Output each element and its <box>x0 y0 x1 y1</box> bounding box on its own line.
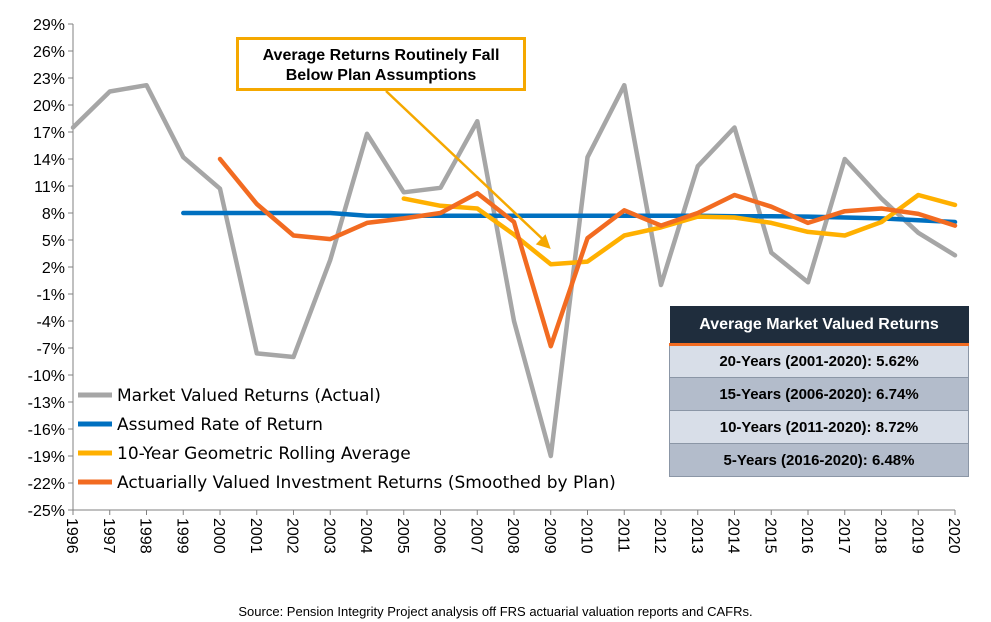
x-tick-label: 2010 <box>578 518 595 554</box>
x-tick-label: 1996 <box>63 518 80 554</box>
x-axis-ticks: 1996 1997 1998 1999 2000 2001 2002 2003 2004 2005… <box>63 510 962 554</box>
table-row: 5-Years (2016-2020): 6.48% <box>669 443 969 477</box>
table-row-15-years: 15-Years (2006-2020): 6.74% <box>669 377 969 411</box>
y-tick-label: -22% <box>28 476 65 493</box>
table-row-10-years: 10-Years (2011-2020): 8.72% <box>669 410 969 444</box>
x-tick-label: 2004 <box>357 518 374 554</box>
x-tick-label: 2008 <box>504 518 521 554</box>
y-tick-label: 11% <box>34 179 65 196</box>
y-tick-label: 2% <box>42 260 65 277</box>
x-tick-label: 2006 <box>431 518 448 554</box>
table-row-5-years: 5-Years (2016-2020): 6.48% <box>669 443 969 477</box>
legend-label: Assumed Rate of Return <box>117 415 323 435</box>
annotation-line-1: Average Returns Routinely Fall <box>262 47 500 64</box>
x-tick-label: 2019 <box>908 518 925 554</box>
source-note: Source: Pension Integrity Project analys… <box>238 604 753 619</box>
legend-label: 10-Year Geometric Rolling Average <box>117 444 411 464</box>
x-tick-label: 2005 <box>394 518 411 554</box>
x-tick-label: 2009 <box>541 518 558 554</box>
y-tick-label: 5% <box>42 233 65 250</box>
annotation-line-2: Below Plan Assumptions <box>285 67 477 84</box>
annotation-callout: Average Returns Routinely Fall Below Pla… <box>236 37 526 91</box>
y-tick-label: 17% <box>33 125 65 142</box>
table-row-20-years: 20-Years (2001-2020): 5.62% <box>669 344 969 378</box>
x-tick-label: 2020 <box>945 518 962 554</box>
y-tick-label: -19% <box>28 449 65 466</box>
chart-legend: Market Valued Returns (Actual) Assumed Ra… <box>78 386 616 493</box>
average-returns-table: Average Market Valued Returns 20-Years (… <box>669 306 969 477</box>
series-line-2 <box>401 192 958 267</box>
y-tick-label: -10% <box>28 368 65 385</box>
series-line-3 <box>217 156 958 349</box>
y-tick-label: 14% <box>33 152 65 169</box>
y-tick-label: -25% <box>28 503 65 520</box>
y-tick-label: -16% <box>28 422 65 439</box>
x-tick-label: 2014 <box>725 518 742 554</box>
x-tick-label: 2001 <box>247 518 264 554</box>
x-tick-label: 2003 <box>320 518 337 554</box>
table-row: 15-Years (2006-2020): 6.74% <box>669 377 969 411</box>
legend-label: Actuarially Valued Investment Returns (S… <box>117 473 616 493</box>
y-tick-label: 26% <box>33 44 65 61</box>
y-axis-ticks: 29% 26% 23% 20% 17% 14% 11% 8% 5% 2% -1% -4% -7% -10%… <box>28 17 73 520</box>
x-tick-label: 2007 <box>467 518 484 554</box>
series-line-0 <box>70 82 958 459</box>
x-tick-label: 2012 <box>651 518 668 554</box>
y-tick-label: 29% <box>33 17 65 34</box>
x-tick-label: 2013 <box>688 518 705 554</box>
x-tick-label: 2015 <box>761 518 778 554</box>
y-tick-label: 23% <box>33 71 65 88</box>
y-tick-label: -13% <box>28 395 65 412</box>
table-row: 10-Years (2011-2020): 8.72% <box>669 410 969 444</box>
y-tick-label: 20% <box>33 98 65 115</box>
x-tick-label: 2000 <box>210 518 227 554</box>
annotation-arrow-line <box>385 90 548 244</box>
x-tick-label: 1999 <box>173 518 190 554</box>
y-tick-label: -1% <box>37 287 65 304</box>
x-tick-label: 2011 <box>614 518 631 553</box>
chart-series <box>70 82 958 459</box>
annotation-arrow-head <box>535 234 551 249</box>
y-tick-label: -4% <box>37 314 65 331</box>
x-tick-label: 2017 <box>835 518 852 554</box>
x-tick-label: 1997 <box>100 518 117 554</box>
legend-label: Market Valued Returns (Actual) <box>117 386 381 406</box>
table-title: Average Market Valued Returns <box>669 306 969 346</box>
y-tick-label: 8% <box>42 206 65 223</box>
x-tick-label: 1998 <box>137 518 154 554</box>
x-tick-label: 2002 <box>284 518 301 554</box>
table-row: 20-Years (2001-2020): 5.62% <box>669 344 969 378</box>
y-tick-label: -7% <box>37 341 65 358</box>
annotation-arrow <box>385 90 551 249</box>
x-tick-label: 2016 <box>798 518 815 554</box>
x-tick-label: 2018 <box>872 518 889 554</box>
